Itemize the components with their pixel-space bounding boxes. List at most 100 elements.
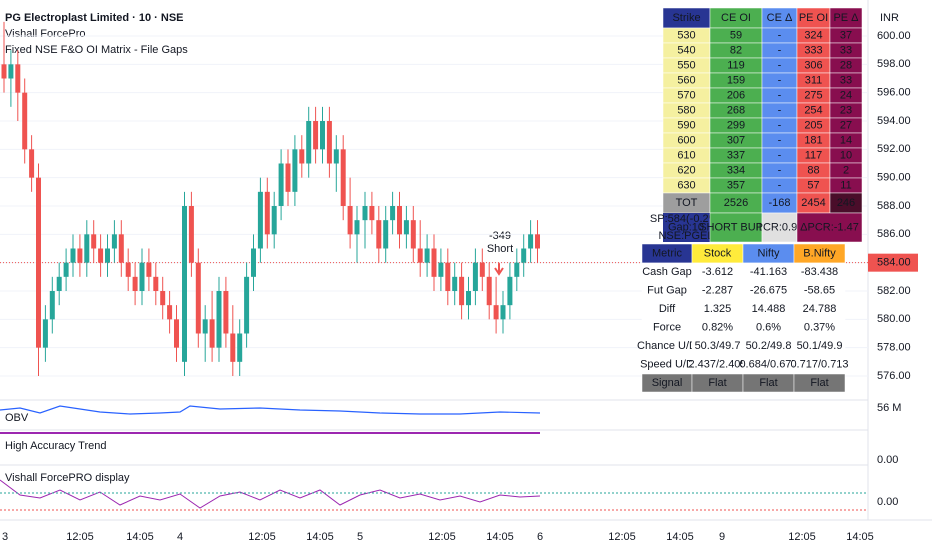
y-tick-label: 590.00: [877, 172, 911, 184]
table-text: Force: [653, 322, 681, 334]
candle-body: [84, 234, 90, 263]
candle-body: [521, 248, 527, 263]
table-text: -3.612: [702, 266, 733, 278]
candle-body: [438, 262, 444, 277]
candle-body: [472, 262, 478, 291]
table-text: 337: [727, 149, 745, 161]
x-tick-label: 12:05: [788, 531, 816, 543]
candle-body: [528, 234, 534, 249]
table-text: -: [778, 179, 782, 191]
table-text: 10: [840, 149, 852, 161]
candle-body: [486, 276, 492, 306]
candle-body: [132, 276, 138, 291]
candle-body: [466, 291, 471, 306]
table-text: 50.2/49.8: [746, 340, 792, 352]
candle-body: [424, 248, 430, 263]
candle-body: [216, 291, 222, 348]
y-tick-label: 582.00: [877, 285, 911, 297]
table-text: 246: [837, 197, 855, 209]
table-text: 2526: [724, 197, 748, 209]
table-text: 33: [840, 74, 852, 86]
table-text: 324: [804, 29, 822, 41]
pane-value: 0.00: [877, 496, 898, 508]
candle-body: [1, 64, 7, 79]
candle-body: [507, 276, 513, 306]
candle-body: [15, 64, 21, 93]
y-tick-label: 600.00: [877, 30, 911, 42]
table-cell: [709, 212, 763, 243]
table-text: 357: [727, 179, 745, 191]
x-tick-label: 14:05: [486, 531, 514, 543]
table-text: 333: [804, 44, 822, 56]
table-text: Diff: [659, 303, 676, 315]
candle-body: [257, 191, 263, 249]
table-text: Flat: [708, 377, 726, 389]
table-text: -: [778, 119, 782, 131]
candle-body: [42, 319, 48, 348]
table-text: -: [778, 74, 782, 86]
table-text: PE Δ: [833, 12, 859, 24]
candle-body: [299, 149, 305, 164]
x-tick-label: 6: [537, 531, 543, 543]
table-text: 14.488: [752, 303, 786, 315]
currency: INR: [880, 12, 899, 24]
candle-body: [313, 121, 319, 150]
table-text: 11: [840, 179, 851, 191]
candle-body: [105, 248, 110, 263]
candle-body: [285, 163, 291, 192]
table-text: 570: [677, 89, 695, 101]
candle-body: [340, 149, 346, 206]
candle-body: [264, 191, 270, 235]
candle-body: [347, 206, 353, 235]
table-text: -: [778, 104, 782, 116]
table-text: -168: [768, 197, 790, 209]
table-text: 307: [727, 134, 745, 146]
candle-body: [230, 333, 236, 362]
table-text: 2454: [801, 197, 825, 209]
table-text: -: [778, 59, 782, 71]
table-text: 28: [840, 59, 852, 71]
table-text: 550: [677, 59, 695, 71]
y-tick-label: 586.00: [877, 228, 911, 240]
candle-body: [251, 248, 256, 277]
table-text: PCR:0.97: [756, 221, 804, 233]
candle-body: [271, 206, 277, 235]
table-text: 0.717/0.713: [790, 359, 848, 371]
obv-line: [0, 405, 541, 415]
candle-body: [111, 234, 117, 249]
table-text: 119: [727, 59, 745, 71]
table-text: 600: [677, 134, 695, 146]
table-text: 50.1/49.9: [797, 340, 843, 352]
candle-body: [29, 149, 35, 178]
table-text: 27: [840, 119, 852, 131]
table-text: Metric: [652, 247, 682, 259]
table-text: -83.438: [801, 266, 838, 278]
table-text: Fut Gap: [647, 285, 687, 297]
table-text: Speed U/D: [640, 359, 694, 371]
candle-body: [431, 248, 437, 277]
table-text: 590: [677, 119, 695, 131]
candle-body: [77, 248, 83, 263]
x-tick-label: 3: [2, 531, 8, 543]
candle-body: [182, 206, 187, 362]
annotation: -349: [489, 230, 511, 242]
x-tick-label: 12:05: [66, 531, 94, 543]
table-cell: [793, 373, 846, 393]
candle-body: [479, 262, 485, 277]
table-text: 0.37%: [804, 322, 835, 334]
pane-label: OBV: [5, 412, 29, 424]
y-tick-label: 598.00: [877, 58, 911, 70]
table-cell: [796, 212, 863, 243]
candle-body: [195, 262, 201, 334]
x-tick-label: 14:05: [126, 531, 154, 543]
candle-body: [320, 121, 325, 150]
table-text: Chance U/D: [637, 340, 697, 352]
table-text: 254: [804, 104, 822, 116]
candle-body: [500, 305, 506, 320]
table-text: ΔPCR:-1.47: [800, 221, 859, 233]
candle-body: [410, 220, 416, 249]
table-text: 306: [804, 59, 822, 71]
candle-body: [445, 262, 451, 291]
table-text: -2.287: [702, 285, 733, 297]
